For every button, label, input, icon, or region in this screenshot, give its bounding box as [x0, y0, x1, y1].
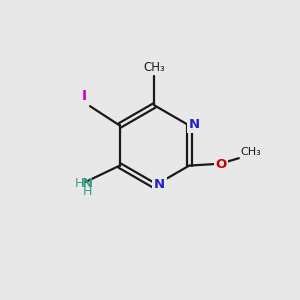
Text: N: N	[189, 118, 200, 131]
Text: CH₃: CH₃	[144, 61, 165, 74]
Text: H: H	[82, 185, 92, 198]
Text: CH₃: CH₃	[240, 147, 261, 157]
Text: N: N	[82, 177, 93, 190]
Text: I: I	[82, 88, 87, 103]
Text: H: H	[74, 177, 84, 190]
Text: N: N	[154, 178, 165, 191]
Text: O: O	[215, 158, 226, 171]
